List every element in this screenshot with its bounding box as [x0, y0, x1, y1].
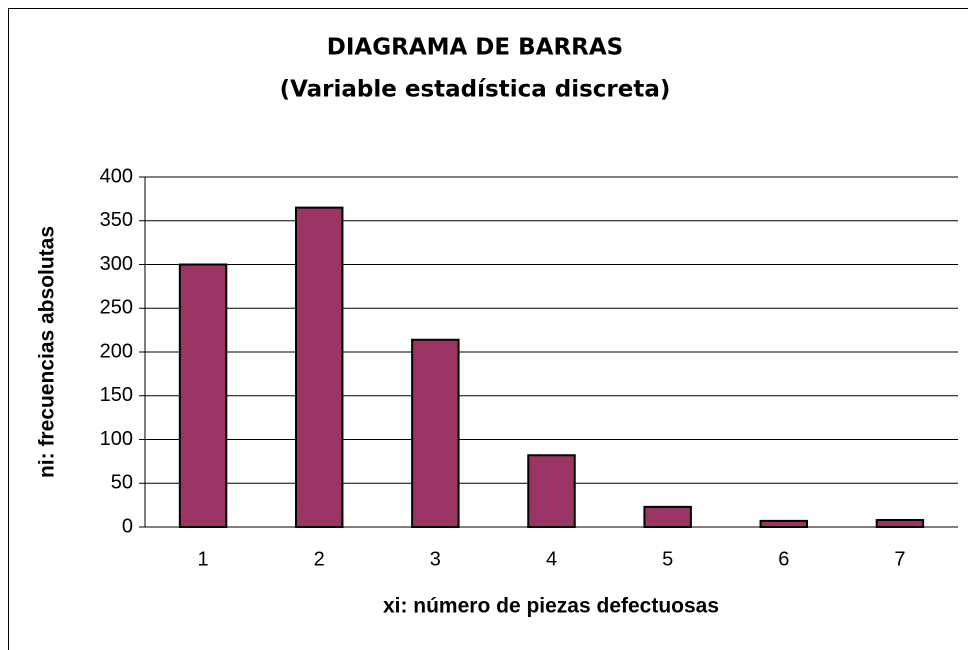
bar: [759, 519, 809, 528]
x-axis-label: xi: número de piezas defectuosas: [383, 595, 719, 618]
x-tick-label: 4: [546, 548, 557, 570]
y-tick-label: 250: [100, 297, 133, 319]
x-tick-label: 2: [314, 548, 325, 570]
x-tick-label: 1: [198, 548, 209, 570]
chart-subtitle: (Variable estadística discreta): [280, 77, 671, 103]
y-tick-label: 400: [100, 165, 133, 187]
x-tick-label: 5: [662, 548, 673, 570]
bar: [875, 519, 925, 528]
x-tick-label: 7: [894, 548, 905, 570]
y-tick-label: 200: [100, 340, 133, 362]
x-tick-label: 6: [778, 548, 789, 570]
bar: [178, 263, 228, 528]
chart-title: DIAGRAMA DE BARRAS: [327, 35, 623, 61]
bar: [411, 338, 460, 528]
y-tick-label: 0: [122, 515, 133, 537]
y-tick-label: 350: [100, 209, 133, 231]
y-tick-label: 300: [100, 253, 133, 275]
y-tick-label: 100: [100, 428, 133, 450]
y-tick-label: 50: [111, 472, 133, 494]
bar: [527, 454, 576, 528]
x-tick-label: 3: [430, 548, 441, 570]
y-axis-label: ni: frecuencias absolutas: [36, 226, 59, 478]
y-tick-label: 150: [100, 384, 133, 406]
chart-frame: [8, 8, 968, 650]
bar: [643, 505, 692, 528]
bar: [294, 206, 344, 528]
